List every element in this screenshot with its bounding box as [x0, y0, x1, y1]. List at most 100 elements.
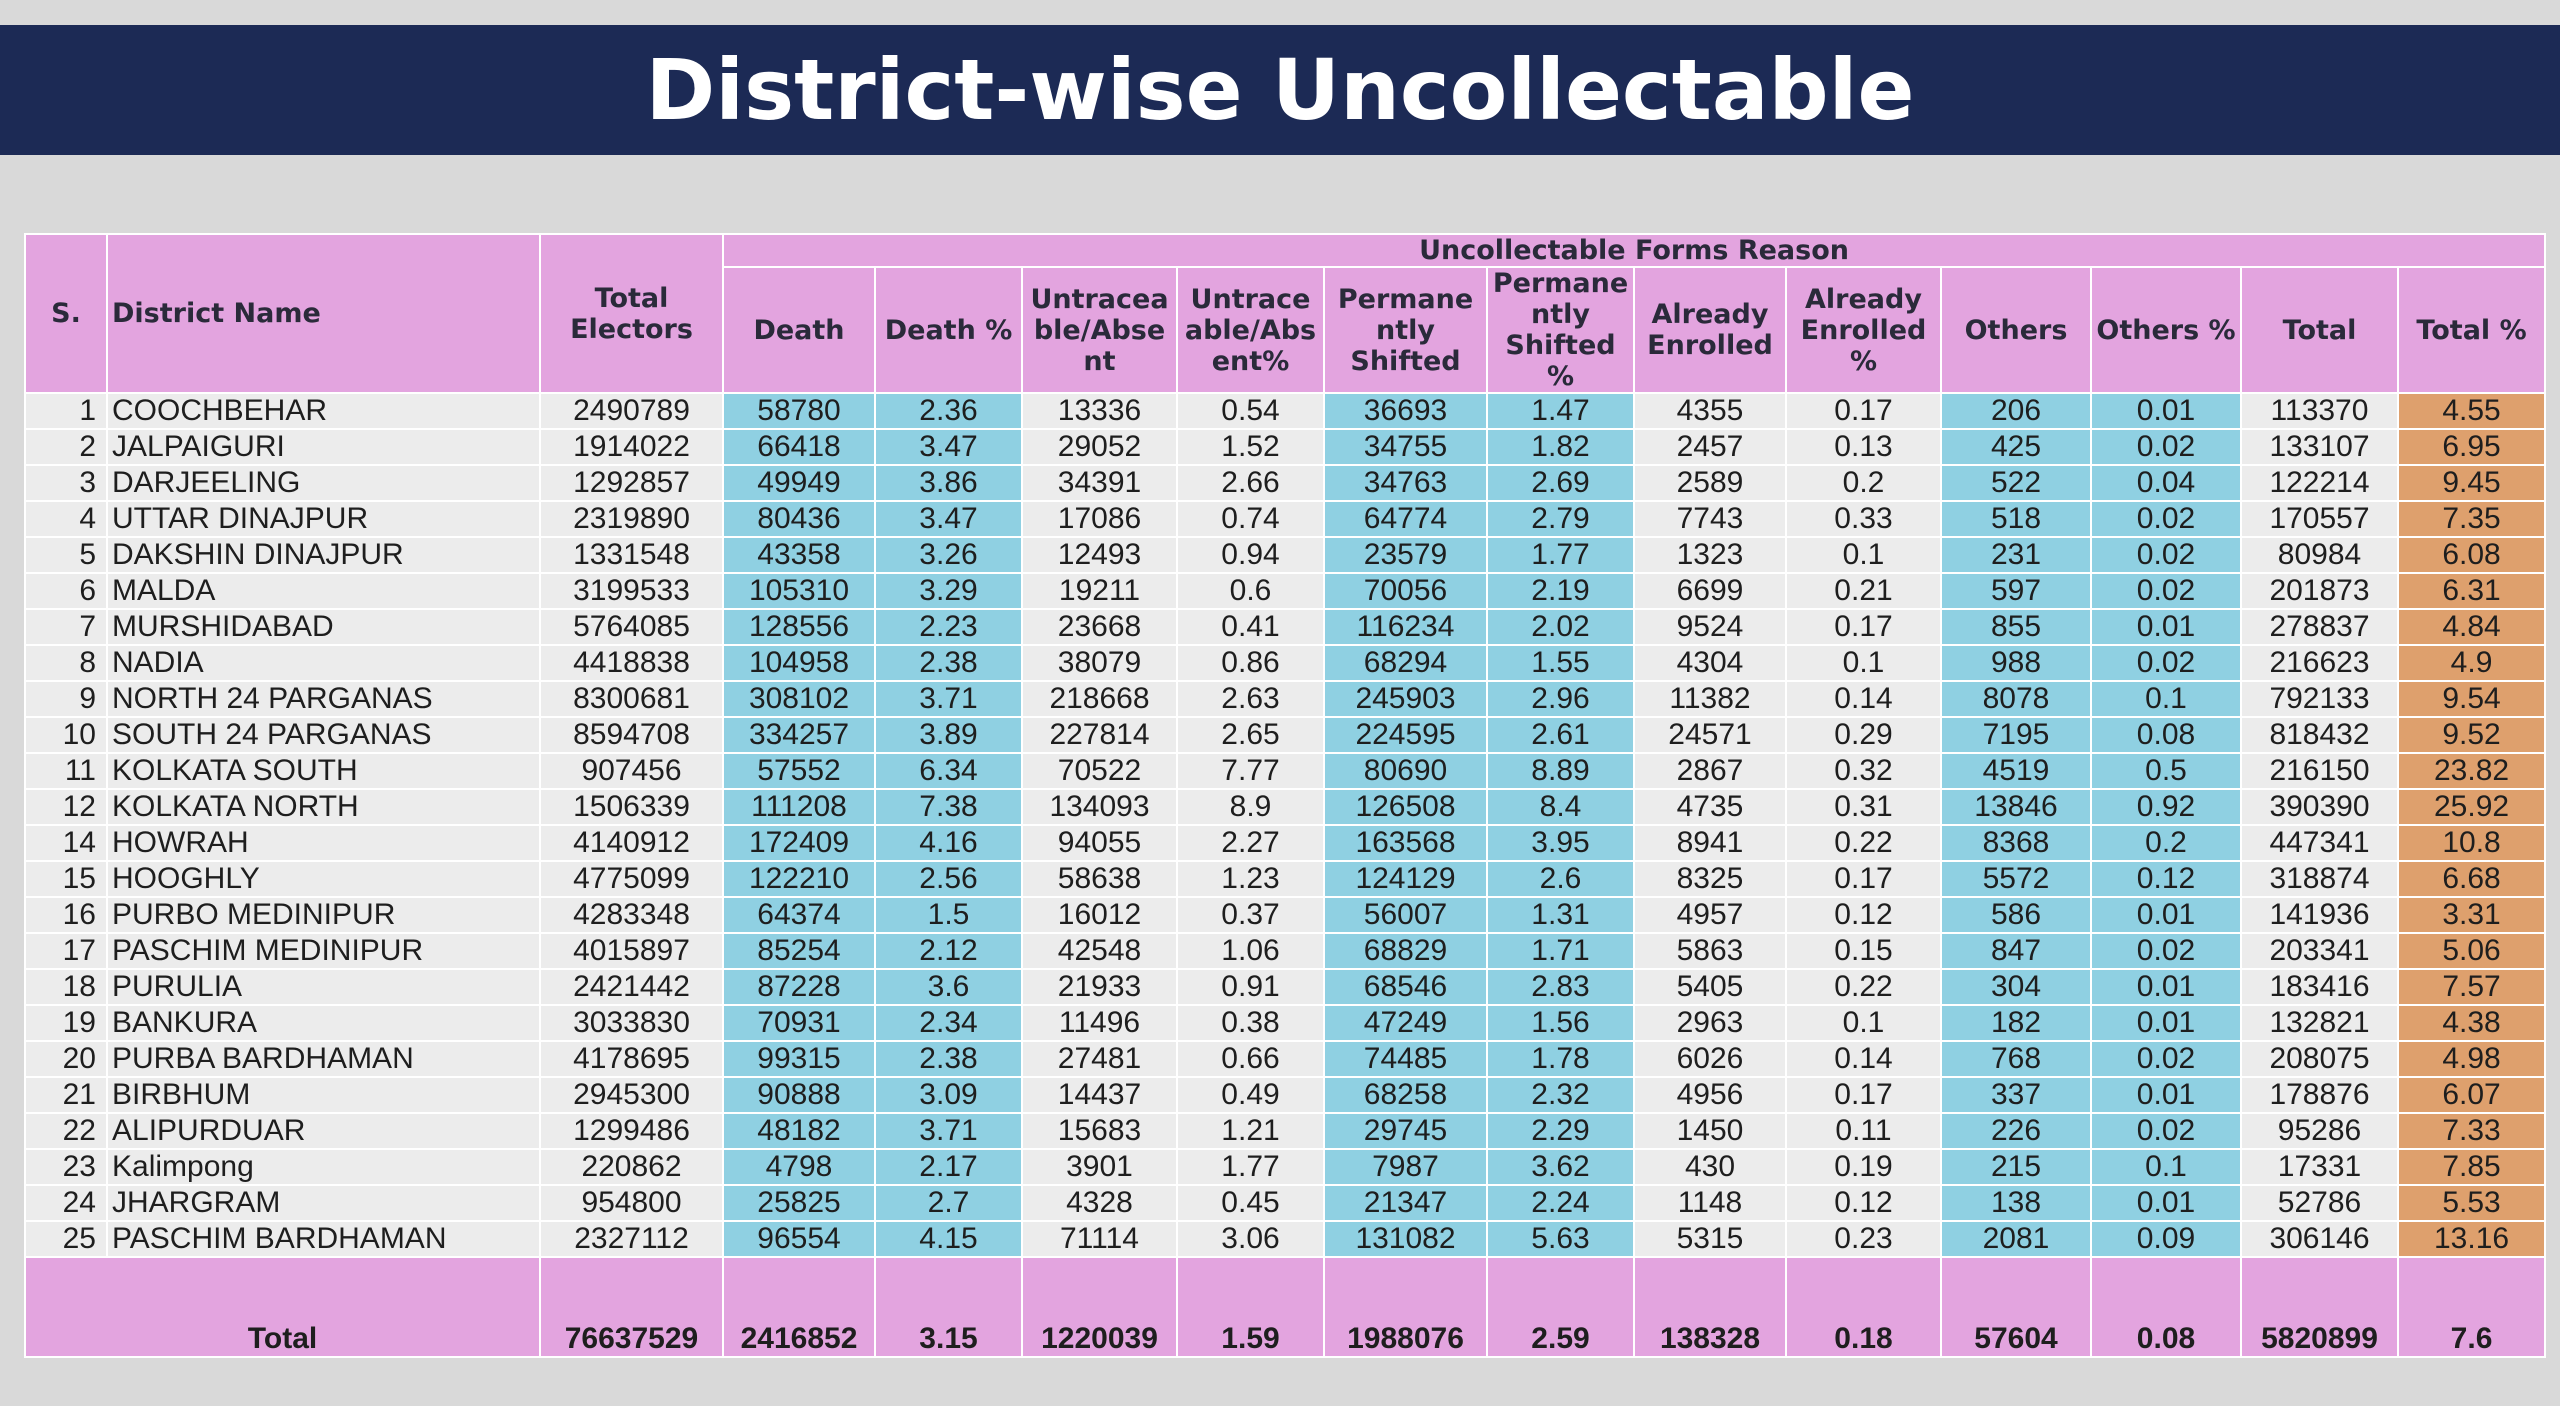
group-header: Uncollectable Forms Reason [721, 232, 2547, 269]
value-cell: 855 [1940, 608, 2092, 647]
value-cell: 2.12 [874, 932, 1023, 971]
value-cell: 278837 [2240, 608, 2399, 647]
value-cell: 4.38 [2396, 1004, 2547, 1043]
value-cell: 597 [1940, 572, 2092, 611]
value-cell: 12493 [1021, 536, 1178, 575]
value-cell: 0.33 [1785, 500, 1942, 539]
value-cell: 6.68 [2396, 860, 2547, 899]
value-cell: 245903 [1323, 680, 1488, 719]
table-container: S. District Name Total Electors Uncollectab… [24, 232, 2547, 1359]
district-cell: UTTAR DINAJPUR [106, 500, 541, 539]
value-cell: 1.78 [1486, 1040, 1635, 1079]
value-cell: 38079 [1021, 644, 1178, 683]
value-cell: 3.09 [874, 1076, 1023, 1115]
value-cell: 0.19 [1785, 1148, 1942, 1187]
value-cell: 2.96 [1486, 680, 1635, 719]
value-cell: 111208 [722, 788, 876, 827]
column-header: Total % [2396, 266, 2547, 395]
serial-cell: 24 [24, 1184, 108, 1223]
value-cell: 113370 [2240, 392, 2399, 431]
value-cell: 11382 [1633, 680, 1787, 719]
value-cell: 23.82 [2396, 752, 2547, 791]
total-cell: 2.59 [1486, 1256, 1635, 1359]
value-cell: 334257 [722, 716, 876, 755]
value-cell: 7.77 [1176, 752, 1325, 791]
value-cell: 68294 [1323, 644, 1488, 683]
value-cell: 2.17 [874, 1148, 1023, 1187]
value-cell: 0.1 [2090, 1148, 2242, 1187]
value-cell: 13336 [1021, 392, 1178, 431]
value-cell: 0.17 [1785, 860, 1942, 899]
value-cell: 0.66 [1176, 1040, 1325, 1079]
value-cell: 337 [1940, 1076, 2092, 1115]
value-cell: 2327112 [539, 1220, 724, 1259]
value-cell: 43358 [722, 536, 876, 575]
value-cell: 0.02 [2090, 1112, 2242, 1151]
total-cell: 1220039 [1021, 1256, 1178, 1359]
table-body: 1 COOCHBEHAR 2490789 58780 2.36 13336 0.54 3669… [24, 392, 2547, 1359]
value-cell: 518 [1940, 500, 2092, 539]
table-row: 19 BANKURA 3033830 70931 2.34 11496 0.38 47249 1… [24, 1004, 2547, 1043]
value-cell: 1323 [1633, 536, 1787, 575]
value-cell: 124129 [1323, 860, 1488, 899]
value-cell: 5572 [1940, 860, 2092, 899]
value-cell: 5764085 [539, 608, 724, 647]
value-cell: 80690 [1323, 752, 1488, 791]
value-cell: 208075 [2240, 1040, 2399, 1079]
value-cell: 224595 [1323, 716, 1488, 755]
value-cell: 2490789 [539, 392, 724, 431]
value-cell: 201873 [2240, 572, 2399, 611]
district-cell: ALIPURDUAR [106, 1112, 541, 1151]
column-header: Already Enrolled % [1785, 266, 1942, 395]
value-cell: 4418838 [539, 644, 724, 683]
value-cell: 0.1 [1785, 536, 1942, 575]
value-cell: 14437 [1021, 1076, 1178, 1115]
table-row: 7 MURSHIDABAD 5764085 128556 2.23 23668 0.41 11… [24, 608, 2547, 647]
value-cell: 954800 [539, 1184, 724, 1223]
value-cell: 141936 [2240, 896, 2399, 935]
table-row: 14 HOWRAH 4140912 172409 4.16 94055 2.27 163568… [24, 824, 2547, 863]
value-cell: 3.47 [874, 500, 1023, 539]
value-cell: 25.92 [2396, 788, 2547, 827]
value-cell: 172409 [722, 824, 876, 863]
value-cell: 2.19 [1486, 572, 1635, 611]
serial-cell: 1 [24, 392, 108, 431]
value-cell: 2945300 [539, 1076, 724, 1115]
value-cell: 0.02 [2090, 1040, 2242, 1079]
column-header: Death % [874, 266, 1023, 395]
column-header: Total [2240, 266, 2399, 395]
value-cell: 586 [1940, 896, 2092, 935]
value-cell: 3.47 [874, 428, 1023, 467]
district-cell: HOWRAH [106, 824, 541, 863]
value-cell: 3.95 [1486, 824, 1635, 863]
value-cell: 4.84 [2396, 608, 2547, 647]
value-cell: 3.71 [874, 680, 1023, 719]
value-cell: 71114 [1021, 1220, 1178, 1259]
value-cell: 6.08 [2396, 536, 2547, 575]
value-cell: 0.04 [2090, 464, 2242, 503]
table-row: 25 PASCHIM BARDHAMAN 2327112 96554 4.15 71114… [24, 1220, 2547, 1259]
value-cell: 66418 [722, 428, 876, 467]
value-cell: 80436 [722, 500, 876, 539]
value-cell: 105310 [722, 572, 876, 611]
district-cell: PURULIA [106, 968, 541, 1007]
serial-cell: 4 [24, 500, 108, 539]
value-cell: 2.7 [874, 1184, 1023, 1223]
value-cell: 8941 [1633, 824, 1787, 863]
value-cell: 0.86 [1176, 644, 1325, 683]
district-cell: KOLKATA NORTH [106, 788, 541, 827]
value-cell: 4178695 [539, 1040, 724, 1079]
value-cell: 3.71 [874, 1112, 1023, 1151]
value-cell: 1.55 [1486, 644, 1635, 683]
value-cell: 3199533 [539, 572, 724, 611]
value-cell: 95286 [2240, 1112, 2399, 1151]
total-cell: 0.18 [1785, 1256, 1942, 1359]
value-cell: 1.77 [1486, 536, 1635, 575]
value-cell: 3.62 [1486, 1148, 1635, 1187]
value-cell: 2.69 [1486, 464, 1635, 503]
value-cell: 128556 [722, 608, 876, 647]
value-cell: 87228 [722, 968, 876, 1007]
value-cell: 4.15 [874, 1220, 1023, 1259]
value-cell: 231 [1940, 536, 2092, 575]
value-cell: 2.63 [1176, 680, 1325, 719]
